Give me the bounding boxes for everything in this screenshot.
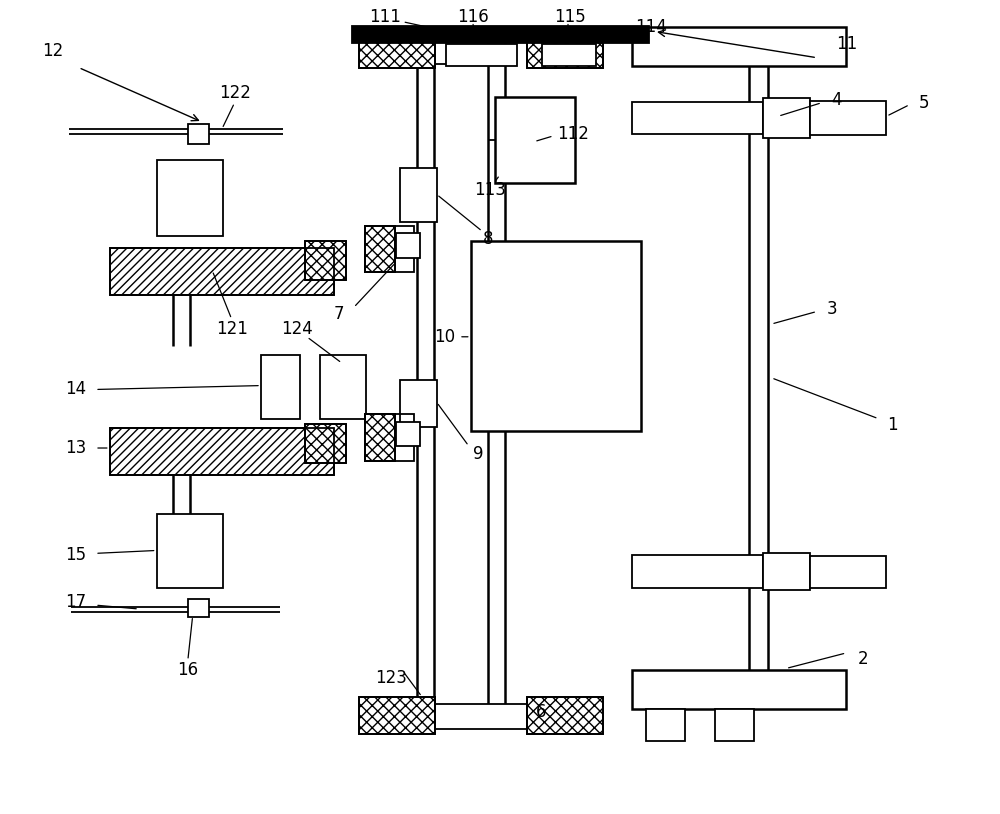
Bar	[320, 356, 366, 418]
Text: 11: 11	[836, 35, 857, 53]
Bar	[446, 44, 517, 66]
Text: 7: 7	[334, 305, 344, 323]
Bar	[435, 42, 488, 63]
Bar	[400, 168, 437, 221]
Bar	[110, 248, 334, 295]
Text: 123: 123	[375, 669, 407, 687]
Bar	[365, 414, 395, 461]
Bar	[632, 102, 763, 133]
Bar	[188, 599, 209, 617]
Bar	[396, 422, 420, 446]
Text: 14: 14	[65, 380, 86, 399]
Bar	[157, 160, 223, 236]
Bar	[188, 124, 209, 143]
Bar	[527, 38, 603, 68]
Bar	[110, 248, 334, 295]
Bar	[542, 44, 596, 66]
Bar	[632, 671, 846, 710]
Text: 17: 17	[65, 593, 86, 611]
Text: 124: 124	[281, 320, 313, 338]
Bar	[527, 697, 603, 734]
Bar	[157, 514, 223, 588]
Text: 112: 112	[557, 125, 589, 142]
Bar	[495, 97, 575, 182]
Bar	[527, 38, 603, 68]
Bar	[359, 38, 435, 68]
Text: 4: 4	[831, 90, 842, 109]
Text: 113: 113	[474, 182, 506, 199]
Bar	[305, 423, 346, 462]
Text: 13: 13	[65, 439, 86, 457]
Bar	[632, 555, 763, 588]
Text: 6: 6	[536, 703, 546, 721]
Bar	[365, 414, 395, 461]
Text: 121: 121	[216, 320, 248, 338]
Text: 5: 5	[919, 94, 930, 112]
Bar	[261, 356, 300, 418]
Bar	[365, 225, 395, 273]
Bar	[715, 710, 754, 741]
Bar	[400, 379, 437, 427]
Text: 12: 12	[43, 42, 64, 60]
Bar	[527, 697, 603, 734]
Bar	[359, 697, 435, 734]
Text: 3: 3	[826, 300, 837, 318]
Text: 10: 10	[434, 328, 455, 346]
Bar	[646, 710, 685, 741]
Bar	[763, 554, 810, 590]
Bar	[810, 556, 886, 588]
Bar	[632, 27, 846, 66]
Text: 114: 114	[635, 18, 667, 36]
Bar	[435, 703, 527, 729]
Text: 111: 111	[369, 8, 401, 26]
Bar	[365, 414, 414, 461]
Text: 116: 116	[457, 8, 489, 26]
Text: 1: 1	[887, 416, 898, 434]
Text: 9: 9	[473, 445, 484, 463]
Bar	[305, 423, 346, 462]
Bar	[365, 225, 414, 273]
Bar	[763, 98, 810, 138]
Bar	[110, 428, 334, 475]
Bar	[359, 38, 435, 68]
Bar	[305, 241, 346, 280]
Text: 16: 16	[177, 662, 198, 680]
Text: 122: 122	[219, 84, 251, 102]
Bar	[810, 101, 886, 135]
Bar	[396, 234, 420, 258]
Text: 15: 15	[65, 546, 86, 564]
Bar	[359, 697, 435, 734]
Bar	[471, 241, 641, 431]
Text: 8: 8	[483, 230, 494, 248]
Bar	[365, 225, 395, 273]
Bar	[110, 428, 334, 475]
Text: 2: 2	[858, 650, 868, 667]
Bar	[305, 241, 346, 280]
Text: 115: 115	[554, 8, 586, 26]
Bar	[352, 25, 649, 43]
